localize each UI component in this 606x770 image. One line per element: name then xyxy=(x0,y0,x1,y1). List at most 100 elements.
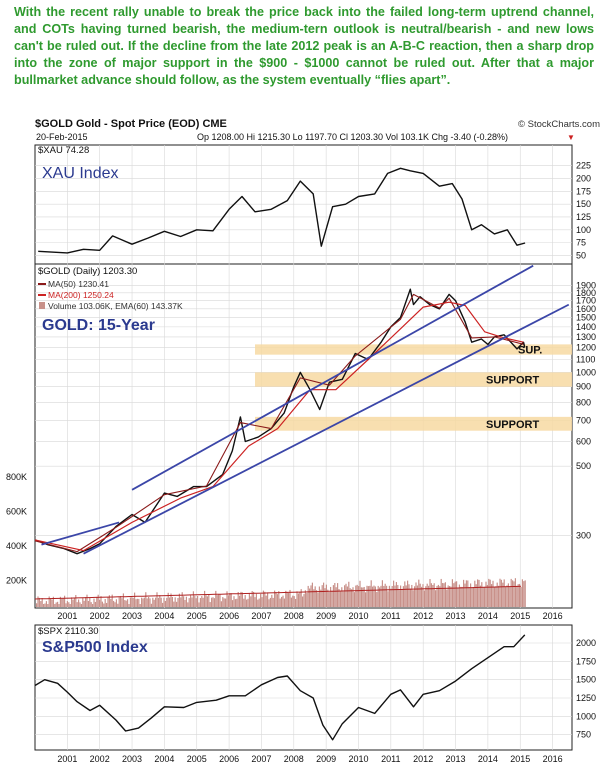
volume-bar xyxy=(334,582,336,607)
volume-bar xyxy=(439,586,441,607)
volume-bar xyxy=(124,600,126,607)
volume-bar xyxy=(89,597,91,607)
volume-bar xyxy=(335,587,337,607)
volume-bar xyxy=(503,579,505,607)
support-band-layer xyxy=(255,344,572,431)
volume-bar xyxy=(90,602,92,607)
volume-bar xyxy=(523,581,525,607)
x-tick-label-gold: 2009 xyxy=(316,611,336,621)
volume-bar xyxy=(100,596,102,607)
volume-bar xyxy=(232,600,234,607)
volume-bar xyxy=(323,582,325,607)
volume-bar xyxy=(85,597,87,607)
volume-bar xyxy=(290,597,292,607)
x-tick-label-gold: 2013 xyxy=(446,611,466,621)
volume-bar xyxy=(178,593,180,607)
volume-bar xyxy=(471,587,473,607)
volume-bar xyxy=(398,590,400,607)
volume-bar xyxy=(365,592,367,607)
volume-bar xyxy=(421,586,423,607)
volume-bar xyxy=(239,595,241,607)
volume-bar xyxy=(415,582,417,607)
volume-bar xyxy=(155,597,157,607)
volume-bar xyxy=(412,590,414,607)
volume-bar xyxy=(59,596,61,607)
volume-bar xyxy=(198,602,200,607)
x-tick-label-gold: 2011 xyxy=(381,611,400,621)
volume-tick-label: 200K xyxy=(6,576,27,586)
volume-bar xyxy=(234,599,236,607)
volume-bar xyxy=(52,596,54,607)
volume-bar xyxy=(485,581,487,607)
volume-bar xyxy=(395,582,397,607)
y-tick-label: 800 xyxy=(576,398,591,408)
ma200-legend: MA(200) 1250.24 xyxy=(48,290,114,300)
volume-bar xyxy=(488,578,490,607)
volume-bar xyxy=(190,594,192,607)
volume-bar xyxy=(356,584,358,607)
volume-bar xyxy=(216,595,218,607)
volume-bar xyxy=(281,596,283,607)
volume-bar xyxy=(495,586,497,607)
volume-bar xyxy=(373,585,375,607)
volume-bar xyxy=(443,583,445,607)
volume-bar xyxy=(342,591,344,607)
volume-bar xyxy=(164,600,166,607)
volume-bar xyxy=(387,591,389,607)
volume-tick-label: 400K xyxy=(6,541,27,551)
volume-bar xyxy=(72,599,74,607)
y-tick-label: 100 xyxy=(576,225,591,235)
volume-bar xyxy=(362,587,364,607)
volume-bar xyxy=(153,599,155,607)
y-tick-label: 1100 xyxy=(576,355,595,365)
volume-bar xyxy=(510,578,512,607)
volume-bar xyxy=(181,592,183,607)
volume-bar xyxy=(394,585,396,607)
volume-bar xyxy=(327,589,329,607)
volume-bar xyxy=(101,601,103,607)
y-tick-label: 150 xyxy=(576,199,591,209)
volume-bar xyxy=(454,581,456,607)
volume-bar xyxy=(129,597,131,607)
volume-bar xyxy=(37,596,39,607)
volume-bar xyxy=(435,590,437,607)
series-line-ma200 xyxy=(34,301,524,552)
grid-layer xyxy=(35,145,572,750)
y-tick-label: 1800 xyxy=(576,288,596,298)
x-tick-label-gold: 2012 xyxy=(413,611,433,621)
x-tick-label-gold: 2008 xyxy=(284,611,304,621)
x-tick-label-gold: 2003 xyxy=(122,611,142,621)
commentary-text: With the recent rally unable to break th… xyxy=(14,5,594,87)
volume-bar xyxy=(464,583,466,607)
volume-bar xyxy=(416,585,418,607)
volume-bar xyxy=(317,592,319,607)
volume-bar xyxy=(86,594,88,607)
volume-bar xyxy=(383,585,385,607)
volume-bar xyxy=(125,600,127,607)
x-tick-label-spx: 2015 xyxy=(510,754,530,764)
y-tick-label: 200 xyxy=(576,174,591,184)
volume-bar xyxy=(134,592,136,607)
volume-bar xyxy=(339,590,341,607)
volume-bar xyxy=(363,586,365,607)
volume-bar xyxy=(250,596,252,607)
volume-bar xyxy=(474,580,476,607)
volume-bar xyxy=(136,598,138,607)
volume-swatch xyxy=(39,302,45,309)
volume-bar xyxy=(205,595,207,607)
y-tick-label: 1600 xyxy=(576,304,596,314)
trendline xyxy=(131,264,534,491)
x-tick-label-spx: 2003 xyxy=(122,754,142,764)
y-tick-label: 1250 xyxy=(576,693,596,703)
volume-bar xyxy=(76,602,78,607)
volume-bar xyxy=(516,585,518,607)
volume-bar xyxy=(276,594,278,607)
volume-bar xyxy=(171,596,173,607)
volume-bar xyxy=(160,597,162,607)
volume-bar xyxy=(187,602,189,607)
volume-bar xyxy=(199,598,201,607)
x-tick-label-gold: 2004 xyxy=(154,611,174,621)
volume-bar xyxy=(185,596,187,607)
x-tick-label-gold: 2016 xyxy=(543,611,563,621)
